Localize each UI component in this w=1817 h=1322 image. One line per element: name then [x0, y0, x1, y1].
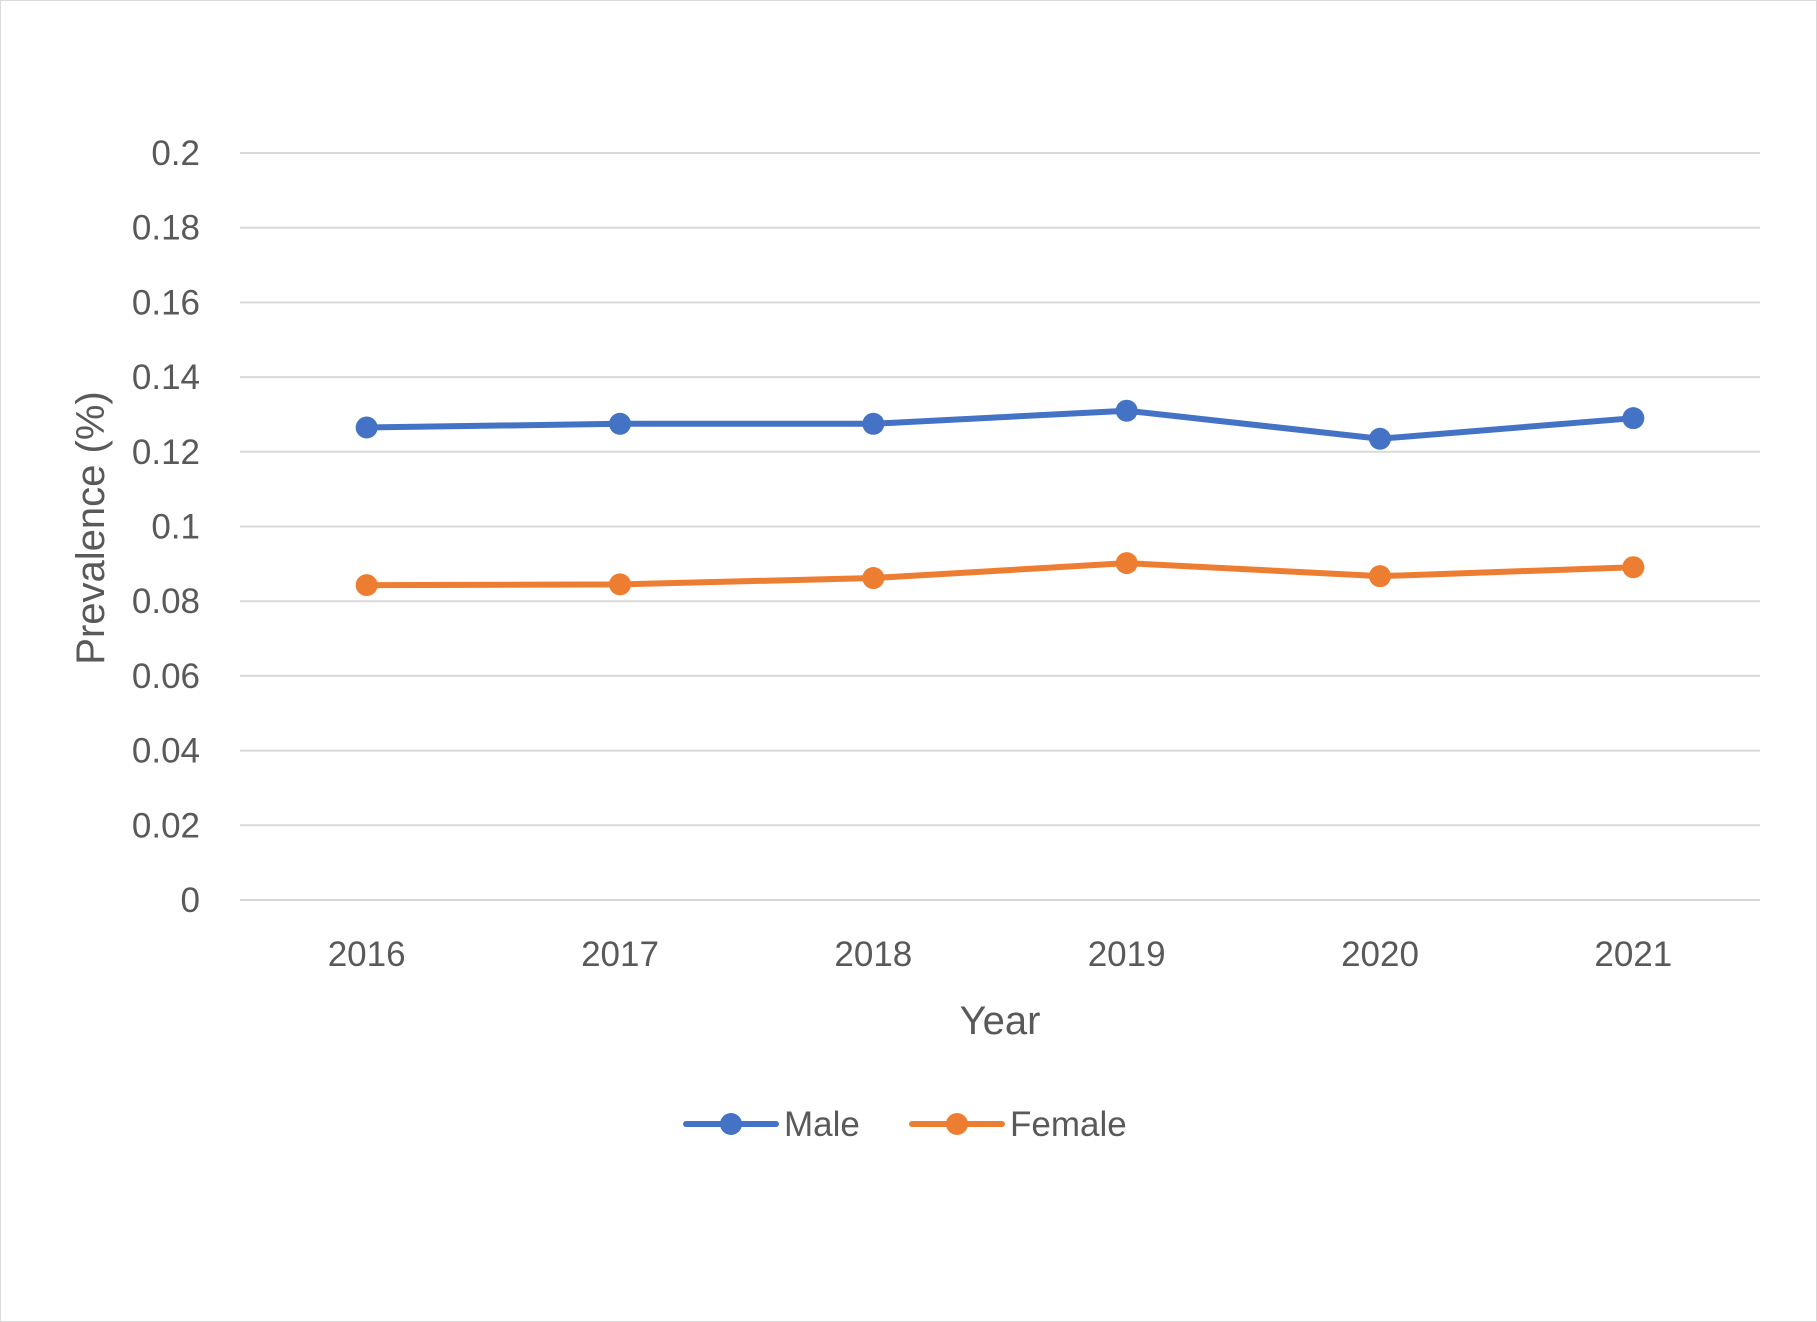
data-point	[355, 574, 378, 597]
data-point	[862, 412, 885, 435]
series-male	[355, 399, 1645, 450]
data-point	[1115, 552, 1138, 575]
x-tick-label: 2018	[834, 935, 912, 974]
legend-label: Male	[784, 1105, 860, 1144]
y-axis-title: Prevalence (%)	[69, 391, 113, 664]
y-tick-label: 0.02	[132, 806, 200, 845]
data-point	[1369, 427, 1391, 450]
x-axis-title: Year	[960, 999, 1041, 1043]
x-tick-label: 2021	[1594, 935, 1672, 974]
series-line	[363, 560, 1637, 589]
legend-item-male: Male	[683, 1105, 860, 1144]
y-tick-label: 0.14	[132, 358, 200, 397]
y-tick-label: 0.2	[151, 134, 200, 173]
x-axis-ticks: 2016 2017 2018 2019 2020 2021	[328, 935, 1673, 974]
data-point	[609, 412, 631, 435]
data-point	[1115, 399, 1138, 422]
x-tick-label: 2017	[581, 935, 659, 974]
x-tick-label: 2020	[1341, 935, 1419, 974]
y-axis-ticks: 0 0.02 0.04 0.06 0.08 0.1 0.12 0.14 0.16 0.18 0.2	[132, 134, 200, 920]
data-point	[1622, 407, 1645, 430]
y-tick-label: 0	[181, 881, 200, 920]
y-tick-label: 0.18	[132, 209, 200, 248]
legend-marker	[720, 1113, 742, 1135]
gridlines	[240, 152, 1760, 901]
data-point	[609, 573, 631, 596]
y-tick-label: 0.12	[132, 433, 200, 472]
legend: Male Female	[683, 1105, 1127, 1144]
y-tick-label: 0.06	[132, 657, 200, 696]
data-point	[1622, 556, 1645, 579]
data-point	[1369, 565, 1391, 588]
legend-marker	[946, 1113, 968, 1135]
x-tick-label: 2016	[328, 935, 406, 974]
y-tick-label: 0.04	[132, 732, 200, 771]
y-tick-label: 0.16	[132, 283, 200, 322]
data-point	[355, 416, 378, 439]
y-tick-label: 0.08	[132, 582, 200, 621]
legend-label: Female	[1010, 1105, 1127, 1144]
legend-item-female: Female	[909, 1105, 1127, 1144]
y-tick-label: 0.1	[151, 508, 200, 547]
series-line	[363, 407, 1637, 442]
series-layer	[355, 399, 1645, 597]
data-point	[862, 567, 885, 590]
x-tick-label: 2019	[1088, 935, 1166, 974]
series-female	[355, 552, 1645, 597]
